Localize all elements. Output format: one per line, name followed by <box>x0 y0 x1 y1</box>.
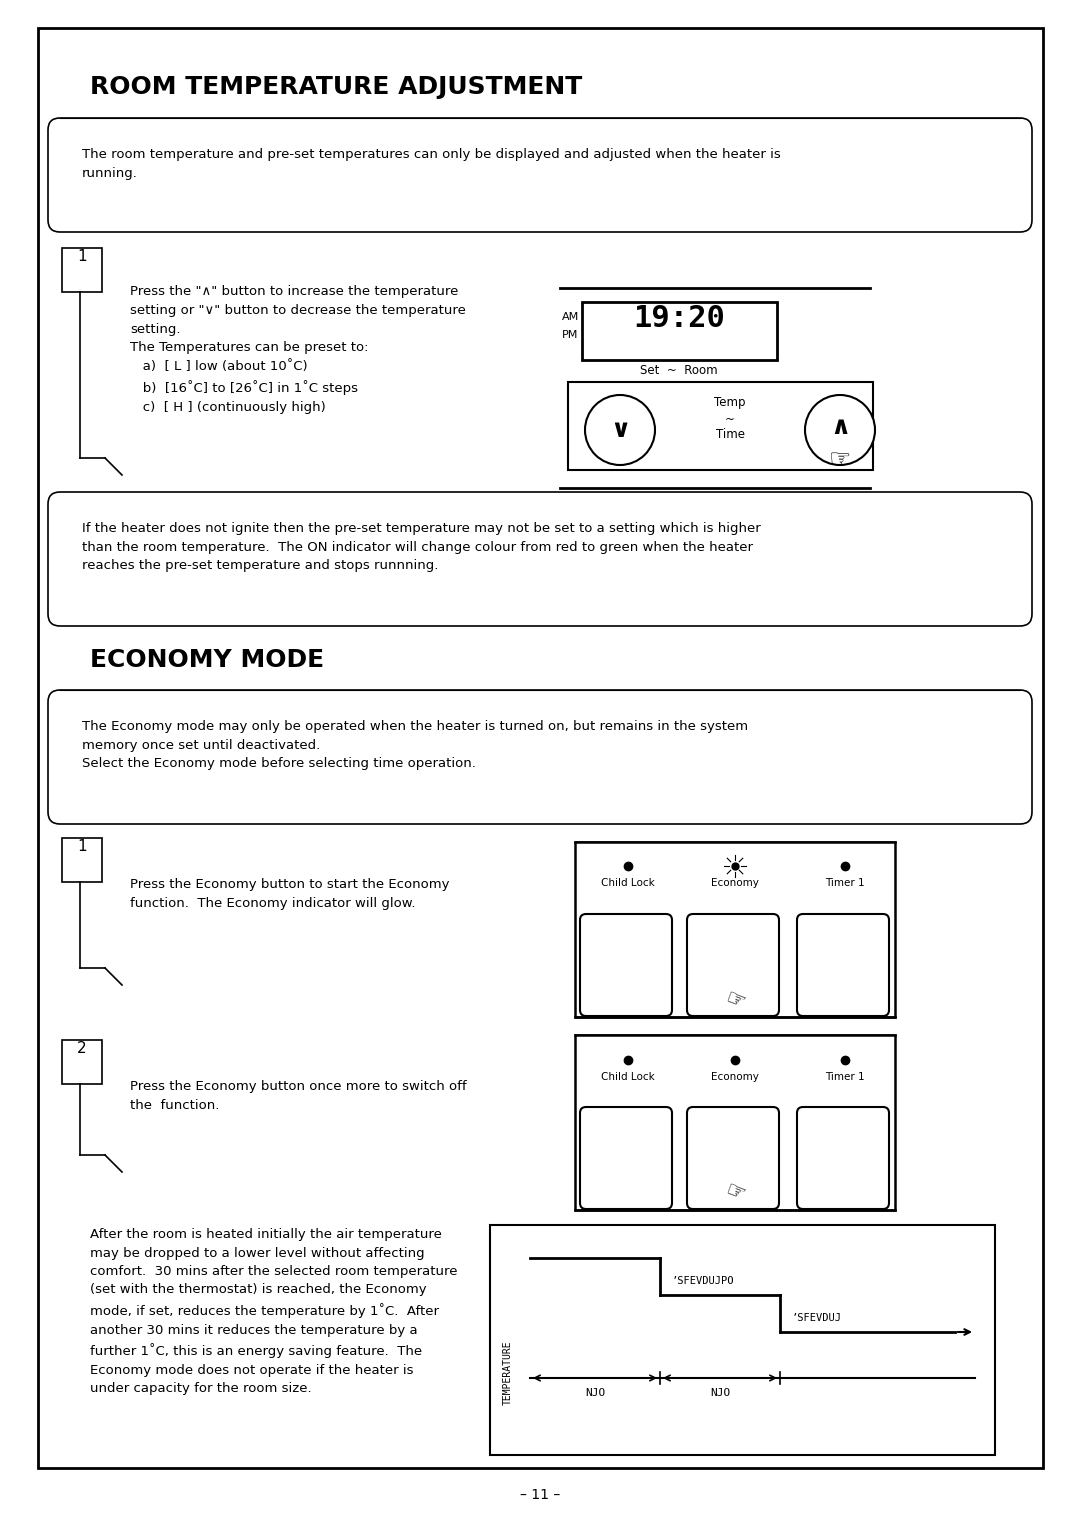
Text: ☞: ☞ <box>828 449 851 472</box>
Text: PM: PM <box>562 330 579 340</box>
Text: ~: ~ <box>725 414 734 426</box>
Text: 19:20: 19:20 <box>633 304 725 333</box>
Text: NJO: NJO <box>585 1389 605 1398</box>
Bar <box>575 1035 895 1210</box>
Text: Temp: Temp <box>714 397 746 409</box>
Text: Timer 1: Timer 1 <box>825 877 865 888</box>
Ellipse shape <box>805 395 875 465</box>
Text: Child Lock: Child Lock <box>602 1071 654 1082</box>
Text: 1: 1 <box>77 839 86 855</box>
Ellipse shape <box>585 395 654 465</box>
Text: ROOM TEMPERATURE ADJUSTMENT: ROOM TEMPERATURE ADJUSTMENT <box>90 75 582 99</box>
Bar <box>62 838 102 882</box>
Bar <box>62 1041 102 1083</box>
Text: After the room is heated initially the air temperature
may be dropped to a lower: After the room is heated initially the a… <box>90 1228 458 1395</box>
Text: Time: Time <box>715 427 744 441</box>
Bar <box>575 842 895 1016</box>
FancyBboxPatch shape <box>48 690 1032 824</box>
Text: Press the Economy button to start the Economy
function.  The Economy indicator w: Press the Economy button to start the Ec… <box>130 877 449 909</box>
Bar <box>568 382 873 470</box>
Text: ∨: ∨ <box>610 418 630 443</box>
Text: Economy: Economy <box>711 1071 759 1082</box>
Text: Timer 1: Timer 1 <box>825 1071 865 1082</box>
Bar <box>582 302 777 360</box>
FancyBboxPatch shape <box>48 118 1032 232</box>
Text: Set  ~  Room: Set ~ Room <box>640 365 718 377</box>
FancyBboxPatch shape <box>687 1106 779 1209</box>
Text: 2: 2 <box>77 1041 86 1056</box>
Text: NJO: NJO <box>710 1389 730 1398</box>
Text: The room temperature and pre-set temperatures can only be displayed and adjusted: The room temperature and pre-set tempera… <box>82 148 781 180</box>
Text: Press the Economy button once more to switch off
the  function.: Press the Economy button once more to sw… <box>130 1080 467 1112</box>
Text: Press the "∧" button to increase the temperature
setting or "∨" button to decrea: Press the "∧" button to increase the tem… <box>130 285 465 414</box>
Text: ☞: ☞ <box>723 1180 747 1206</box>
Text: AM: AM <box>562 311 579 322</box>
Text: ʼSFEVDUJPO: ʼSFEVDUJPO <box>672 1276 734 1286</box>
Text: Economy: Economy <box>711 877 759 888</box>
Text: ☞: ☞ <box>723 987 747 1013</box>
FancyBboxPatch shape <box>797 914 889 1016</box>
Text: ∧: ∧ <box>829 415 850 439</box>
Text: Child Lock: Child Lock <box>602 877 654 888</box>
FancyBboxPatch shape <box>687 914 779 1016</box>
FancyBboxPatch shape <box>797 1106 889 1209</box>
Text: TEMPERATURE: TEMPERATURE <box>503 1340 513 1404</box>
Text: ʼSFEVDUJ: ʼSFEVDUJ <box>792 1312 842 1323</box>
Bar <box>490 1225 995 1454</box>
Text: ECONOMY MODE: ECONOMY MODE <box>90 649 324 671</box>
FancyBboxPatch shape <box>580 1106 672 1209</box>
Text: 1: 1 <box>77 249 86 264</box>
FancyBboxPatch shape <box>580 914 672 1016</box>
Text: – 11 –: – 11 – <box>519 1488 561 1502</box>
FancyBboxPatch shape <box>48 491 1032 626</box>
Bar <box>62 249 102 291</box>
Text: If the heater does not ignite then the pre-set temperature may not be set to a s: If the heater does not ignite then the p… <box>82 522 760 572</box>
Text: The Economy mode may only be operated when the heater is turned on, but remains : The Economy mode may only be operated wh… <box>82 720 748 771</box>
